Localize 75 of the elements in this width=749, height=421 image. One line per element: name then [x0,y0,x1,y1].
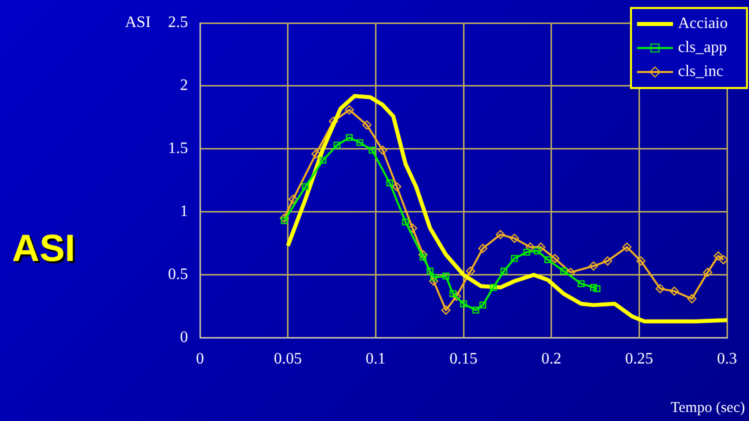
text: ASI [12,228,76,271]
legend-label: cls_inc [678,63,724,81]
point [450,290,456,298]
point [280,214,289,223]
point [311,149,321,159]
point [426,268,434,274]
point [496,230,505,240]
point [472,306,480,314]
point [452,292,462,301]
x-tick-label: 0.3 [717,350,737,368]
point [280,217,288,224]
point [368,146,376,154]
y-tick-label: 0 [180,329,188,346]
point [560,268,568,274]
point [302,183,309,190]
x-axis-title: Tempo (sec) [670,400,745,417]
point [636,256,646,266]
point [510,234,520,243]
point [378,146,388,155]
point [670,286,679,296]
point [466,266,476,276]
y-tick-label: 2 [180,77,188,94]
point [344,105,354,114]
point [656,284,665,294]
x-tick-label: 0.2 [541,350,562,368]
point [346,134,353,142]
point [490,284,497,291]
point [392,182,402,192]
point [578,280,585,288]
point [418,250,428,260]
legend-label: Acciaio [678,15,728,33]
point [566,268,576,277]
y-tick-label: 1.5 [168,140,188,158]
x-tick-label: 0.1 [366,350,386,368]
x-tick-label: 0.05 [274,350,302,368]
point [687,294,696,304]
y-axis-title: ASI [125,14,151,32]
point [714,251,723,261]
point [594,285,600,292]
legend-label: cls_app [678,39,727,57]
point [534,247,541,254]
point [590,284,597,291]
x-tick-label: 0 [196,350,204,368]
point [622,242,632,252]
point [550,254,560,264]
point [523,248,530,256]
point [479,302,486,308]
point [356,139,364,146]
x-tick-label: 0.15 [450,350,478,368]
point [478,244,488,253]
point [442,272,450,280]
y-tick-label: 1 [180,203,188,220]
point [334,142,340,149]
x-tick-label: 0.25 [625,350,654,368]
point [362,120,372,130]
point [500,268,508,274]
point [588,261,598,271]
y-tick-label: 0.5 [168,266,188,284]
point [460,300,467,308]
point [718,255,727,264]
point [386,179,394,186]
point [602,256,612,266]
point [703,268,712,277]
point [420,254,427,261]
point [441,306,451,315]
point [511,255,518,262]
y-tick-label: 2.5 [168,14,188,32]
point [430,274,438,281]
point [544,256,552,264]
point [320,156,326,164]
point [536,242,546,252]
point [288,194,298,204]
point [402,218,409,226]
point [408,224,418,233]
point [526,242,535,252]
